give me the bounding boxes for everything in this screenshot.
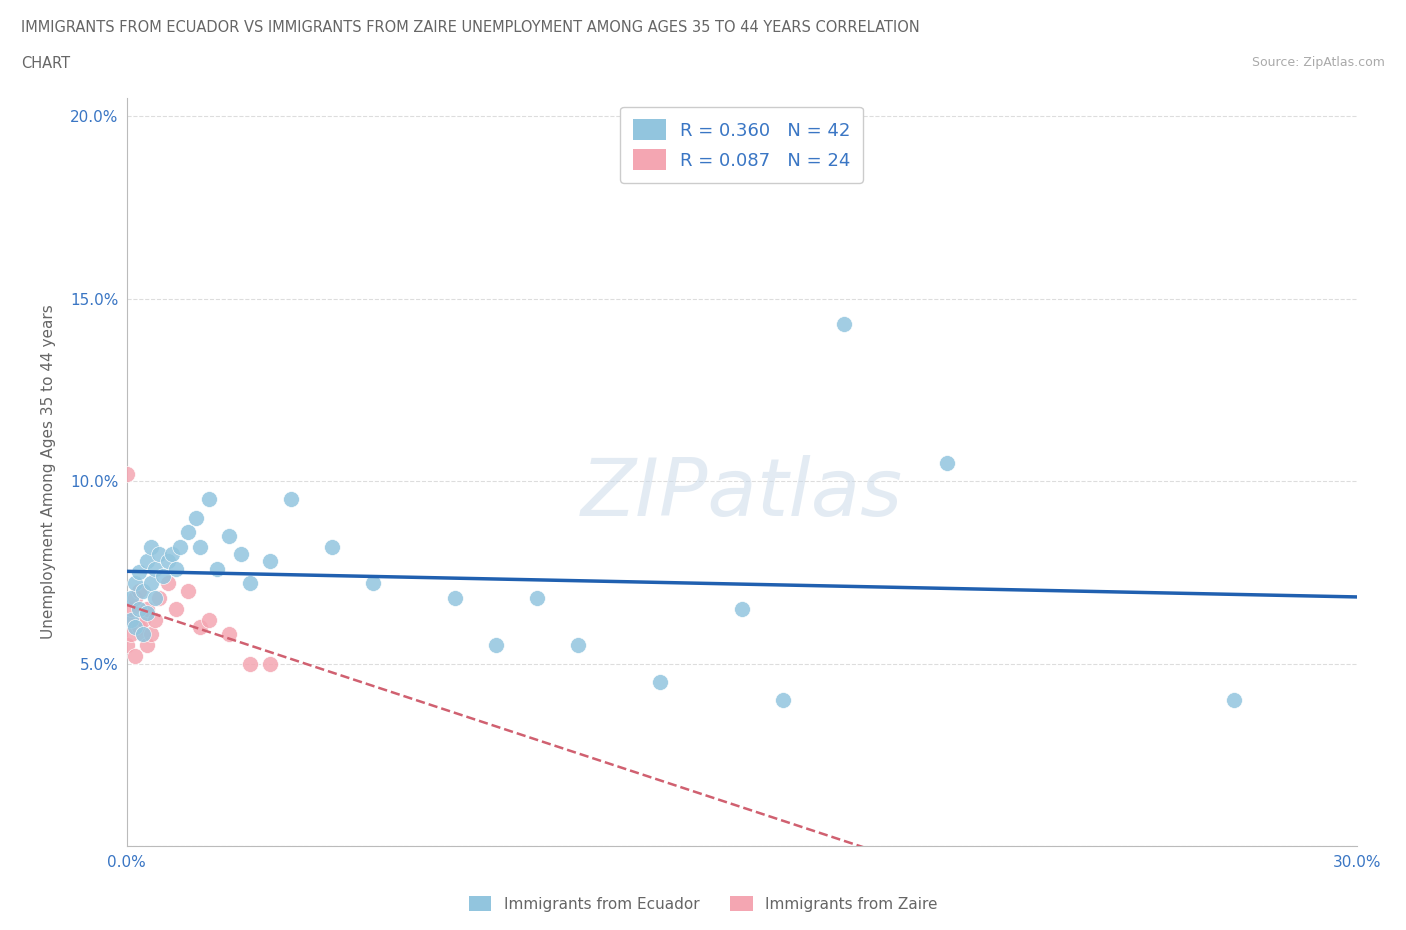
Point <box>120 613 142 628</box>
Point <box>935 456 957 471</box>
Point <box>177 525 200 539</box>
Point <box>128 619 150 634</box>
Text: IMMIGRANTS FROM ECUADOR VS IMMIGRANTS FROM ZAIRE UNEMPLOYMENT AMONG AGES 35 TO 4: IMMIGRANTS FROM ECUADOR VS IMMIGRANTS FR… <box>21 20 920 35</box>
Point <box>141 539 162 554</box>
Point <box>148 547 170 562</box>
Point <box>205 562 228 577</box>
Point <box>186 511 208 525</box>
Point <box>124 619 146 634</box>
Point <box>218 627 240 642</box>
Point <box>132 627 155 642</box>
Point <box>128 565 150 579</box>
Point <box>115 638 138 653</box>
Text: ZIPatlas: ZIPatlas <box>581 456 903 534</box>
Point <box>321 539 343 554</box>
Point <box>484 638 508 653</box>
Text: CHART: CHART <box>21 56 70 71</box>
Point <box>156 554 179 569</box>
Point <box>165 562 187 577</box>
Point <box>115 613 138 628</box>
Point <box>124 591 146 605</box>
Point <box>143 613 166 628</box>
Point <box>526 591 548 605</box>
Point <box>169 539 191 554</box>
Point <box>128 583 150 598</box>
Point <box>1223 693 1246 708</box>
Point <box>177 583 200 598</box>
Point <box>152 568 174 583</box>
Point <box>188 539 212 554</box>
Point <box>165 602 187 617</box>
Point <box>132 583 155 598</box>
Legend: Immigrants from Ecuador, Immigrants from Zaire: Immigrants from Ecuador, Immigrants from… <box>463 889 943 918</box>
Point <box>143 562 166 577</box>
Point <box>141 576 162 591</box>
Point <box>120 591 142 605</box>
Point <box>115 466 138 481</box>
Point <box>120 602 142 617</box>
Point <box>361 576 384 591</box>
Point <box>648 674 671 689</box>
Point <box>231 547 253 562</box>
Y-axis label: Unemployment Among Ages 35 to 44 years: Unemployment Among Ages 35 to 44 years <box>41 305 56 639</box>
Point <box>132 613 155 628</box>
Point <box>197 613 219 628</box>
Legend: R = 0.360   N = 42, R = 0.087   N = 24: R = 0.360 N = 42, R = 0.087 N = 24 <box>620 107 863 182</box>
Point <box>443 591 465 605</box>
Point <box>148 591 170 605</box>
Point <box>197 492 219 507</box>
Point <box>160 547 183 562</box>
Point <box>136 605 159 620</box>
Point <box>156 576 179 591</box>
Point <box>259 657 281 671</box>
Point <box>132 627 155 642</box>
Point <box>239 576 262 591</box>
Point <box>259 554 281 569</box>
Point <box>143 591 166 605</box>
Point <box>136 638 159 653</box>
Point <box>239 657 262 671</box>
Point <box>772 693 794 708</box>
Point <box>731 602 754 617</box>
Point <box>218 528 240 543</box>
Point <box>124 649 146 664</box>
Point <box>141 627 162 642</box>
Point <box>136 554 159 569</box>
Point <box>280 492 302 507</box>
Point <box>567 638 589 653</box>
Point <box>124 576 146 591</box>
Point <box>832 316 855 331</box>
Point <box>188 619 212 634</box>
Text: Source: ZipAtlas.com: Source: ZipAtlas.com <box>1251 56 1385 69</box>
Point <box>120 627 142 642</box>
Point <box>136 602 159 617</box>
Point <box>128 602 150 617</box>
